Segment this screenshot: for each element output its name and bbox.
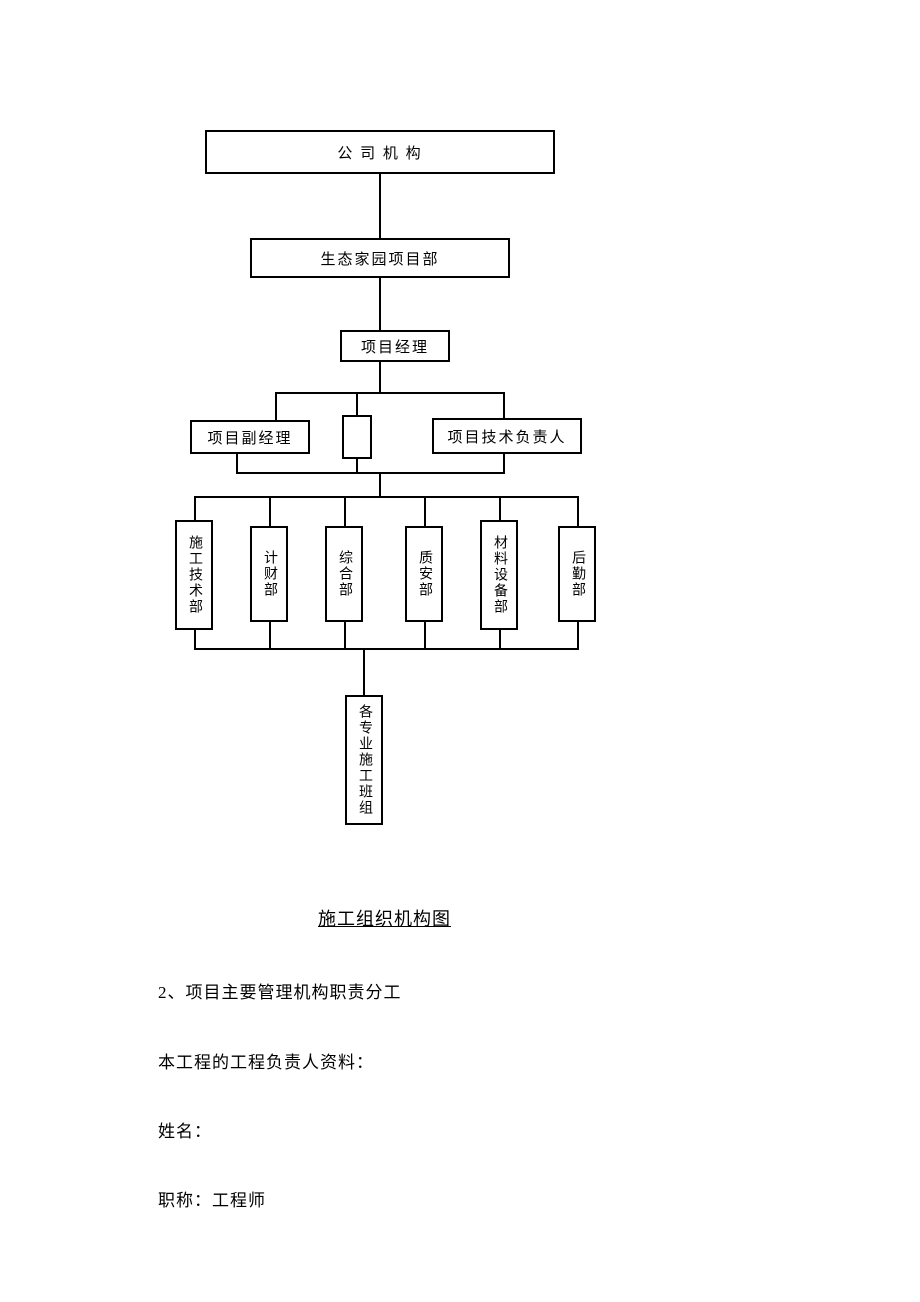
connector bbox=[499, 630, 501, 648]
node-teams-label: 各专业施工班组 bbox=[354, 704, 374, 816]
connector bbox=[577, 496, 579, 526]
node-dept-quality: 质安部 bbox=[405, 526, 443, 622]
node-dept-quality-label: 质安部 bbox=[414, 550, 434, 598]
connector bbox=[275, 392, 505, 394]
connector bbox=[503, 392, 505, 418]
connector bbox=[577, 622, 579, 648]
node-project-manager: 项目经理 bbox=[340, 330, 450, 362]
node-teams: 各专业施工班组 bbox=[345, 695, 383, 825]
connector bbox=[344, 622, 346, 648]
node-dept-general-label: 综合部 bbox=[334, 550, 354, 598]
node-dept-logistics: 后勤部 bbox=[558, 526, 596, 622]
node-middle-empty bbox=[342, 415, 372, 459]
node-dept-material-label: 材料设备部 bbox=[489, 535, 509, 615]
diagram-caption: 施工组织机构图 bbox=[318, 905, 451, 931]
node-project-dept-label: 生态家园项目部 bbox=[320, 248, 439, 269]
node-dept-logistics-label: 后勤部 bbox=[567, 550, 587, 598]
node-deputy-manager: 项目副经理 bbox=[190, 420, 310, 454]
node-tech-lead: 项目技术负责人 bbox=[432, 418, 582, 454]
node-company: 公 司 机 构 bbox=[205, 130, 555, 174]
node-tech-lead-label: 项目技术负责人 bbox=[447, 426, 566, 447]
node-project-dept: 生态家园项目部 bbox=[250, 238, 510, 278]
connector bbox=[194, 496, 196, 520]
connector bbox=[379, 362, 381, 392]
connector bbox=[499, 496, 501, 520]
connector bbox=[269, 496, 271, 526]
connector bbox=[236, 472, 505, 474]
node-project-manager-label: 项目经理 bbox=[361, 336, 429, 357]
node-dept-general: 综合部 bbox=[325, 526, 363, 622]
node-dept-material: 材料设备部 bbox=[480, 520, 518, 630]
body-line-2: 姓名： bbox=[158, 1117, 212, 1142]
org-chart-diagram: 公 司 机 构 生态家园项目部 项目经理 项目副经理 项目技术负责人 施工技术部… bbox=[160, 130, 760, 870]
connector bbox=[503, 454, 505, 472]
connector bbox=[275, 392, 277, 420]
connector bbox=[194, 496, 577, 498]
body-line-1: 本工程的工程负责人资料： bbox=[158, 1048, 374, 1073]
connector bbox=[269, 622, 271, 648]
connector bbox=[379, 278, 381, 330]
connector bbox=[424, 622, 426, 648]
connector bbox=[379, 472, 381, 496]
body-line-3: 职称：工程师 bbox=[158, 1186, 266, 1211]
connector bbox=[194, 648, 579, 650]
node-dept-finance: 计财部 bbox=[250, 526, 288, 622]
connector bbox=[356, 459, 358, 472]
section-heading: 2、项目主要管理机构职责分工 bbox=[158, 978, 402, 1003]
connector bbox=[424, 496, 426, 526]
node-dept-finance-label: 计财部 bbox=[259, 550, 279, 598]
connector bbox=[379, 174, 381, 238]
connector bbox=[363, 648, 365, 695]
node-deputy-manager-label: 项目副经理 bbox=[207, 427, 292, 448]
node-company-label: 公 司 机 构 bbox=[337, 142, 422, 163]
connector bbox=[194, 630, 196, 648]
connector bbox=[236, 454, 238, 472]
node-dept-construction: 施工技术部 bbox=[175, 520, 213, 630]
connector bbox=[344, 496, 346, 526]
connector bbox=[356, 392, 358, 415]
node-dept-construction-label: 施工技术部 bbox=[184, 535, 204, 615]
